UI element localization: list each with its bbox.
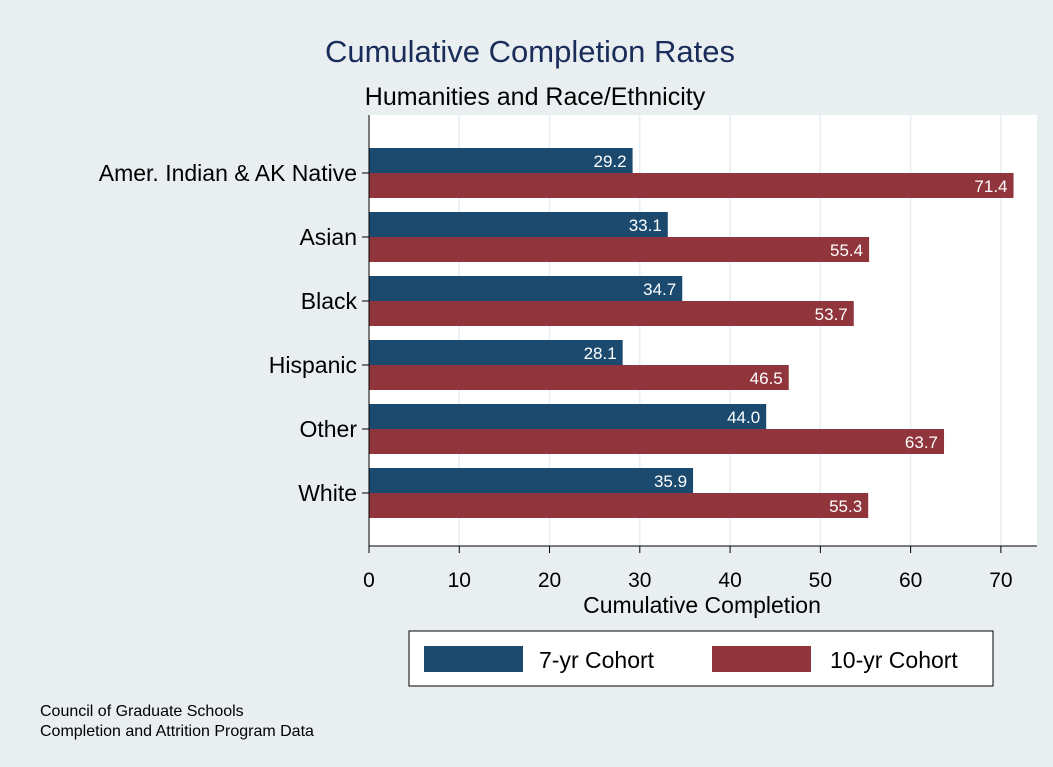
category-label: White [298,480,357,506]
x-tick-label: 40 [718,569,741,592]
category-label: Black [301,288,358,314]
x-tick-label: 20 [538,569,561,592]
x-axis-title: Cumulative Completion [583,592,821,618]
category-labels: Amer. Indian & AK Native Asian Black Hispan… [99,160,369,506]
x-tick-label: 30 [628,569,651,592]
category-label: Other [299,416,357,442]
legend-swatch-7yr [424,646,523,672]
source-note-line2: Completion and Attrition Program Data [40,723,314,740]
x-tick-label: 60 [899,569,922,592]
bar-10yr [369,365,789,390]
bar-value-label-7yr: 35.9 [654,472,687,491]
legend-label-7yr: 7-yr Cohort [539,647,655,673]
bar-10yr [369,429,945,454]
bar-7yr [369,276,683,301]
bar-7yr [369,148,633,173]
chart-subtitle: Humanities and Race/Ethnicity [365,83,706,111]
bar-value-label-7yr: 34.7 [643,280,676,299]
x-tick-label: 50 [809,569,832,592]
bar-7yr [369,340,623,365]
legend-swatch-10yr [712,646,811,672]
bar-value-label-10yr: 63.7 [905,433,938,452]
bar-value-label-10yr: 71.4 [974,177,1007,196]
legend: 7-yr Cohort 10-yr Cohort [408,630,994,687]
bar-value-label-7yr: 44.0 [727,408,760,427]
legend-label-10yr: 10-yr Cohort [830,647,958,673]
source-note-line1: Council of Graduate Schools [40,703,244,720]
bar-value-label-7yr: 28.1 [584,344,617,363]
bar-10yr [369,237,870,262]
bar-10yr [369,493,869,518]
bar-value-label-10yr: 55.3 [829,497,862,516]
bar-10yr [369,173,1014,198]
bar-7yr [369,468,694,493]
category-label: Asian [299,224,357,250]
bar-7yr [369,212,668,237]
bar-10yr [369,301,854,326]
bar-value-label-10yr: 46.5 [750,369,783,388]
ticks-layer: 0 10 20 30 40 50 60 70 [363,546,1013,592]
chart-title: Cumulative Completion Rates [325,34,735,69]
category-label: Amer. Indian & AK Native [99,160,357,186]
x-tick-label: 70 [989,569,1012,592]
bar-value-label-7yr: 33.1 [629,216,662,235]
category-label: Hispanic [269,352,357,378]
bar-value-label-10yr: 55.4 [830,241,863,260]
bar-value-label-7yr: 29.2 [593,152,626,171]
x-tick-label: 10 [448,569,471,592]
bars-layer: 29.2 71.4 33.1 55.4 34.7 53.7 28.1 46.5 44.0 63.7… [369,148,1014,518]
bar-7yr [369,404,767,429]
bar-value-label-10yr: 53.7 [815,305,848,324]
x-tick-label: 0 [363,569,375,592]
